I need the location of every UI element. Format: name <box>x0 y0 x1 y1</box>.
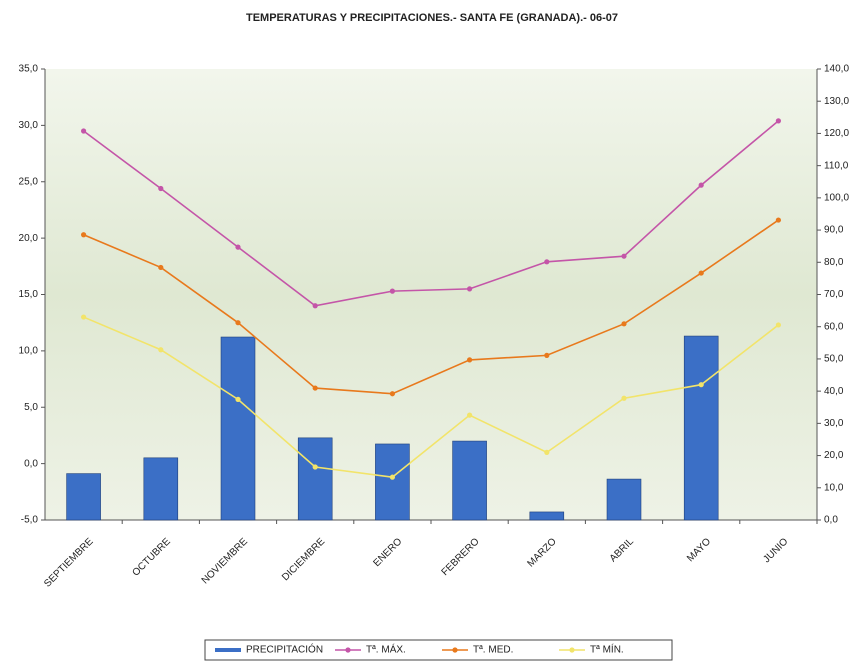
y2-tick-label: 90,0 <box>824 225 844 236</box>
point <box>81 314 87 320</box>
bar <box>66 473 101 521</box>
bar <box>297 437 333 521</box>
legend <box>204 639 673 661</box>
y2-tick-label: 30,0 <box>824 418 844 429</box>
point <box>775 118 782 124</box>
y2-tick-label: 70,0 <box>824 289 844 300</box>
bar <box>606 478 642 521</box>
point <box>544 352 550 358</box>
point <box>81 128 87 134</box>
bar <box>683 335 719 521</box>
point <box>467 286 473 292</box>
point <box>158 185 164 192</box>
bar <box>143 457 179 521</box>
point <box>389 474 395 480</box>
bar <box>220 336 256 521</box>
bar <box>375 443 410 521</box>
y2-tick-label: 80,0 <box>824 257 844 268</box>
y2-tick-label: 100,0 <box>824 192 849 203</box>
legend-marker <box>345 647 351 653</box>
point <box>621 253 627 259</box>
line <box>83 219 779 395</box>
y-tick-label: 5,0 <box>24 402 38 413</box>
y2-tick-label: 130,0 <box>824 96 849 107</box>
y-tick-label: -5,0 <box>21 515 39 526</box>
point <box>544 449 550 455</box>
y2-tick-label: 10,0 <box>824 482 844 493</box>
y-tick-label: 35,0 <box>19 64 39 75</box>
legend-label: Tª. MED. <box>473 645 513 656</box>
point <box>312 464 318 470</box>
point <box>775 217 782 223</box>
legend-label: Tª. MÁX. <box>366 643 406 656</box>
point <box>698 270 704 276</box>
legend-label: PRECIPITACIÓN <box>246 643 323 656</box>
line <box>83 316 779 478</box>
point <box>235 244 241 250</box>
legend-marker <box>569 647 575 653</box>
point <box>621 395 627 401</box>
point <box>235 320 241 326</box>
point <box>389 391 395 397</box>
chart-title: TEMPERATURAS Y PRECIPITACIONES.- SANTA F… <box>246 12 618 24</box>
point <box>467 412 473 418</box>
y2-tick-label: 110,0 <box>824 160 849 171</box>
point <box>467 357 473 363</box>
y2-tick-label: 120,0 <box>824 128 849 139</box>
point <box>775 322 782 328</box>
point <box>235 396 241 402</box>
y2-tick-label: 50,0 <box>824 354 844 365</box>
y2-tick-label: 140,0 <box>824 64 849 75</box>
legend-marker <box>452 647 458 653</box>
y2-tick-label: 20,0 <box>824 450 844 461</box>
y-tick-label: 10,0 <box>19 346 39 357</box>
point <box>544 259 550 265</box>
y2-tick-label: 0,0 <box>824 515 838 526</box>
point <box>158 347 164 353</box>
bar <box>452 440 487 521</box>
y-tick-label: 30,0 <box>19 120 39 131</box>
point <box>621 321 627 327</box>
point <box>389 288 395 294</box>
line <box>83 120 779 307</box>
bar <box>529 511 565 521</box>
point <box>312 303 318 309</box>
point <box>158 264 164 271</box>
y-tick-label: 20,0 <box>19 233 39 244</box>
y2-tick-label: 40,0 <box>824 386 844 397</box>
point <box>312 385 318 391</box>
y-tick-label: 0,0 <box>24 458 38 469</box>
point <box>698 182 704 188</box>
legend-label: Tª MÍN. <box>590 643 624 656</box>
y2-tick-label: 60,0 <box>824 321 844 332</box>
y-tick-label: 15,0 <box>19 289 39 300</box>
point <box>698 382 704 388</box>
y-tick-label: 25,0 <box>19 176 39 187</box>
point <box>81 232 87 238</box>
